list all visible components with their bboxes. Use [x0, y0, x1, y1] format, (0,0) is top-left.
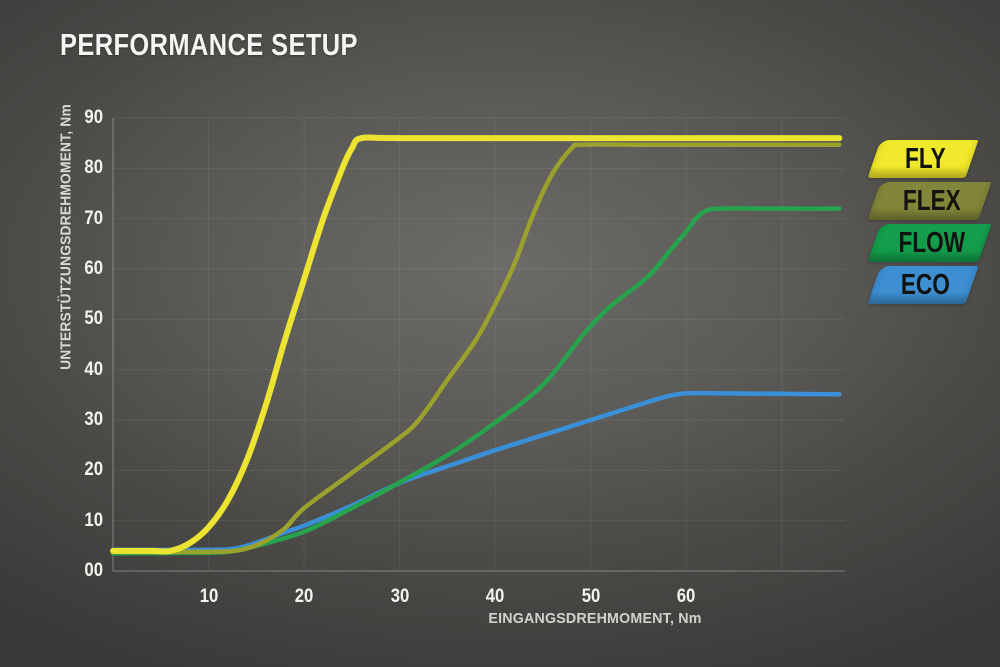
curve-flex — [110, 142, 842, 555]
legend-badge-label: FLEX — [902, 184, 961, 217]
x-tick-label-60: 60 — [677, 586, 696, 607]
y-tick-label-60: 60 — [84, 258, 103, 279]
legend-badge-label: FLOW — [898, 226, 966, 259]
y-tick-label-90: 90 — [84, 107, 103, 128]
y-tick-label-40: 40 — [84, 358, 103, 380]
curve-fly — [110, 134, 843, 555]
x-axis-title: EINGANGSDREHMOMENT, Nm — [488, 610, 702, 627]
legend-badge-label: ECO — [900, 268, 950, 301]
y-tick-label-80: 80 — [84, 157, 103, 179]
x-tick-label-10: 10 — [199, 586, 218, 607]
y-tick-label-10: 10 — [84, 509, 103, 531]
y-axis-title: UNTERSTÜTZUNGSDREHMOMENT, Nm — [57, 104, 75, 370]
curve-eco — [110, 390, 842, 553]
x-tick-label-30: 30 — [390, 586, 409, 607]
x-tick-label-20: 20 — [294, 586, 314, 607]
x-tick-label-40: 40 — [485, 586, 505, 607]
page-title: PERFORMANCE SETUP — [60, 27, 358, 62]
y-tick-label-50: 50 — [84, 308, 103, 330]
y-tick-label-30: 30 — [84, 409, 103, 430]
legend-badge-fly: FLY — [867, 140, 979, 178]
x-tick-label-50: 50 — [581, 586, 601, 607]
y-tick-label-00: 00 — [84, 560, 103, 581]
legend-badge-flow: FLOW — [867, 224, 992, 262]
curve-flow — [110, 206, 842, 556]
legend-badge-flex: FLEX — [867, 182, 992, 220]
y-tick-label-70: 70 — [84, 207, 103, 229]
legend-badge-label: FLY — [905, 142, 946, 175]
y-tick-label-20: 20 — [84, 459, 103, 481]
legend-badge-eco: ECO — [867, 266, 979, 304]
